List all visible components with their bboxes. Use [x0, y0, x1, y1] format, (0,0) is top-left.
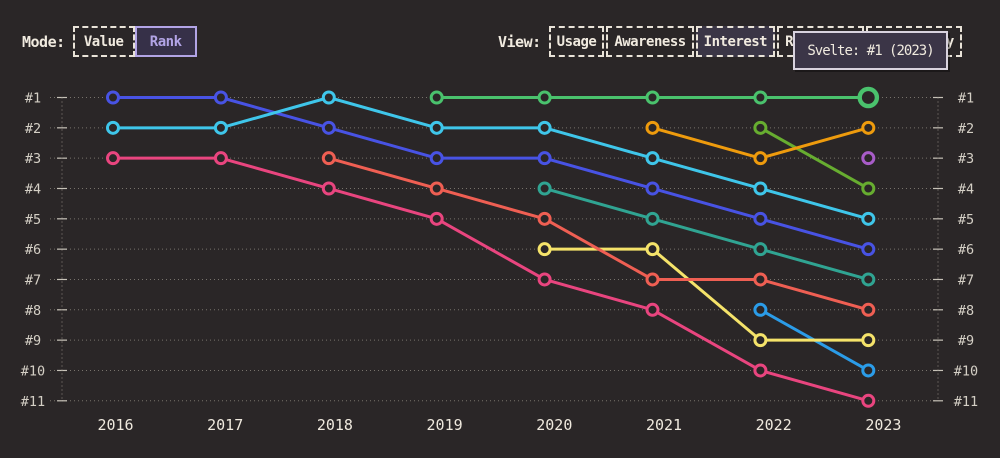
data-point-indigo-2016[interactable] — [106, 90, 120, 105]
data-point-magenta-2016[interactable] — [106, 151, 120, 166]
tooltip-text: Svelte: #1 (2023) — [807, 42, 934, 59]
data-point-magenta-2018[interactable] — [321, 181, 336, 196]
rank-label-right: #8 — [958, 303, 974, 319]
mode-options: Value Rank — [72, 26, 197, 57]
data-point-indigo-2022[interactable] — [753, 211, 768, 226]
data-point-magenta-2022[interactable] — [753, 363, 768, 378]
data-point-indigo-2019[interactable] — [429, 151, 444, 166]
view-label: View: — [498, 32, 541, 51]
series-line-indigo — [111, 96, 870, 251]
data-point-coral-2020[interactable] — [537, 211, 552, 226]
data-point-teal-2021[interactable] — [645, 211, 660, 226]
rank-label-right: #4 — [958, 181, 974, 197]
data-point-magenta-2017[interactable] — [213, 151, 228, 166]
data-point-indigo-2023[interactable] — [861, 242, 876, 257]
rank-label-left: #9 — [25, 333, 41, 349]
year-label: 2020 — [536, 416, 572, 434]
rank-label-left: #4 — [25, 181, 41, 197]
mode-label: Mode: — [22, 32, 65, 51]
year-label: 2018 — [317, 416, 353, 434]
rank-label-right: #9 — [958, 333, 974, 349]
data-point-coral-2022[interactable] — [753, 272, 768, 287]
rank-label-right: #3 — [958, 151, 974, 167]
rank-label-left: #3 — [25, 151, 41, 167]
view-option-interest[interactable]: Interest — [695, 26, 776, 57]
data-point-cyan-2021[interactable] — [645, 151, 660, 166]
rank-label-left: #2 — [25, 121, 41, 137]
data-point-yellow-2022[interactable] — [753, 333, 768, 348]
data-point-coral-2019[interactable] — [429, 181, 444, 196]
rank-label-right: #11 — [954, 394, 978, 410]
tooltip: Svelte: #1 (2023) — [793, 31, 948, 70]
year-label: 2021 — [646, 416, 682, 434]
data-point-svelte-2020[interactable] — [537, 90, 552, 105]
rank-label-left: #10 — [21, 363, 45, 379]
data-point-magenta-2023[interactable] — [861, 393, 876, 408]
data-point-coral-2021[interactable] — [645, 272, 660, 287]
data-point-cyan-2016[interactable] — [106, 120, 120, 135]
rank-label-right: #10 — [954, 363, 978, 379]
data-point-svelte-2019[interactable] — [429, 90, 444, 105]
mode-option-value[interactable]: Value — [72, 26, 135, 57]
data-point-purple-2023[interactable] — [861, 151, 876, 166]
data-point-cyan-2017[interactable] — [213, 120, 228, 135]
data-point-indigo-2020[interactable] — [537, 151, 552, 166]
data-point-amber-2021[interactable] — [645, 120, 660, 135]
mode-option-rank[interactable]: Rank — [134, 26, 197, 57]
year-label: 2016 — [97, 416, 133, 434]
data-point-cyan-2023[interactable] — [861, 211, 876, 226]
data-point-svelte-2022[interactable] — [753, 90, 768, 105]
rank-label-right: #7 — [958, 272, 974, 288]
data-point-olive-2022[interactable] — [753, 120, 768, 135]
rank-label-right: #2 — [958, 121, 974, 137]
data-point-cyan-2019[interactable] — [429, 120, 444, 135]
series-line-olive — [758, 126, 870, 190]
rank-label-left: #11 — [21, 394, 45, 410]
data-point-teal-2023[interactable] — [861, 272, 876, 287]
rank-label-right: #1 — [958, 91, 974, 107]
series-line-cyan — [111, 96, 870, 221]
data-point-magenta-2019[interactable] — [429, 211, 444, 226]
year-label: 2017 — [207, 416, 243, 434]
data-point-sky-2022[interactable] — [753, 302, 768, 317]
data-point-indigo-2017[interactable] — [213, 90, 228, 105]
rank-label-left: #8 — [25, 303, 41, 319]
data-point-cyan-2022[interactable] — [753, 181, 768, 196]
data-point-yellow-2023[interactable] — [861, 333, 876, 348]
highlighted-data-point-svelte-2023[interactable] — [857, 86, 880, 109]
data-point-cyan-2020[interactable] — [537, 120, 552, 135]
data-point-yellow-2020[interactable] — [537, 242, 552, 257]
year-label: 2022 — [756, 416, 792, 434]
rank-label-right: #6 — [958, 242, 974, 258]
data-point-olive-2023[interactable] — [861, 181, 876, 196]
data-point-sky-2023[interactable] — [861, 363, 876, 378]
data-point-indigo-2018[interactable] — [321, 120, 336, 135]
data-point-yellow-2021[interactable] — [645, 242, 660, 257]
data-point-cyan-2018[interactable] — [321, 90, 336, 105]
rank-label-right: #5 — [958, 212, 974, 228]
data-point-svelte-2021[interactable] — [645, 90, 660, 105]
rank-label-left: #7 — [25, 272, 41, 288]
series-line-coral — [327, 156, 870, 312]
data-point-coral-2023[interactable] — [861, 302, 876, 317]
series-line-magenta — [111, 156, 870, 403]
view-option-usage[interactable]: Usage — [548, 26, 605, 57]
data-point-amber-2023[interactable] — [861, 120, 876, 135]
year-label: 2023 — [865, 416, 901, 434]
year-label: 2019 — [427, 416, 463, 434]
rank-label-left: #6 — [25, 242, 41, 258]
series-line-teal — [543, 186, 870, 281]
rank-label-left: #5 — [25, 212, 41, 228]
data-point-indigo-2021[interactable] — [645, 181, 660, 196]
mode-toggle: Mode: Value Rank — [22, 26, 197, 57]
data-point-coral-2018[interactable] — [321, 151, 336, 166]
data-point-amber-2022[interactable] — [753, 151, 768, 166]
data-point-magenta-2021[interactable] — [645, 302, 660, 317]
rank-label-left: #1 — [25, 91, 41, 107]
data-point-teal-2020[interactable] — [537, 181, 552, 196]
data-point-magenta-2020[interactable] — [537, 272, 552, 287]
view-option-awareness[interactable]: Awareness — [606, 26, 694, 57]
data-point-teal-2022[interactable] — [753, 242, 768, 257]
